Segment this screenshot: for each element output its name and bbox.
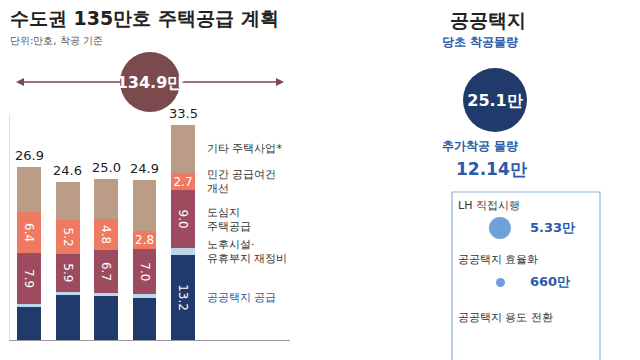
svg-text:13.2: 13.2	[176, 284, 190, 311]
svg-text:7.9: 7.9	[22, 269, 36, 288]
svg-text:6.4: 6.4	[22, 223, 36, 242]
svg-text:노후시설·유휴부지 재정비: 노후시설·유휴부지 재정비	[207, 238, 288, 265]
svg-text:6.7: 6.7	[99, 262, 113, 281]
svg-text:민간 공급여건개선: 민간 공급여건개선	[207, 168, 277, 195]
html-text:단위:만호, 착공 기준: 단위:만호, 착공 기준	[10, 35, 103, 46]
html-text:12.14만: 12.14만	[456, 159, 527, 179]
svg-text:2.7: 2.7	[173, 175, 192, 189]
svg-text:9.0: 9.0	[176, 210, 190, 229]
html-text:LH 직접시행: LH 직접시행	[458, 199, 520, 212]
svg-text:24.6: 24.6	[53, 163, 82, 178]
svg-text:134.9만: 134.9만	[117, 73, 184, 92]
svg-text:기타 주택사업*: 기타 주택사업*	[207, 142, 282, 155]
svg-text:26.9: 26.9	[15, 148, 44, 163]
html-text:660만: 660만	[530, 274, 571, 289]
html-text:공공택지 용도 전환: 공공택지 용도 전환	[458, 311, 553, 324]
html-text:당초 착공물량: 당초 착공물량	[442, 35, 519, 49]
svg-text:공공택지 공급: 공공택지 공급	[207, 291, 277, 304]
html-text:공공택지 효율화: 공공택지 효율화	[458, 253, 539, 266]
html-text:5.33만: 5.33만	[530, 220, 576, 235]
svg-text:25.0: 25.0	[92, 160, 121, 175]
svg-text:7.0: 7.0	[138, 262, 152, 281]
svg-text:33.5: 33.5	[169, 106, 198, 121]
html-text:수도권 135만호 주택공급 계획: 수도권 135만호 주택공급 계획	[10, 7, 279, 29]
svg-text:2.8: 2.8	[135, 233, 154, 247]
svg-text:4.8: 4.8	[99, 225, 113, 244]
svg-text:5.2: 5.2	[61, 228, 75, 247]
svg-text:도심지주택공급: 도심지주택공급	[207, 206, 251, 233]
svg-text:25.1만: 25.1만	[467, 91, 522, 110]
svg-text:5.9: 5.9	[61, 263, 75, 282]
html-text:공공택지: 공공택지	[450, 9, 526, 31]
svg-text:24.9: 24.9	[130, 161, 159, 176]
html-text:추가착공 물량: 추가착공 물량	[442, 139, 519, 153]
